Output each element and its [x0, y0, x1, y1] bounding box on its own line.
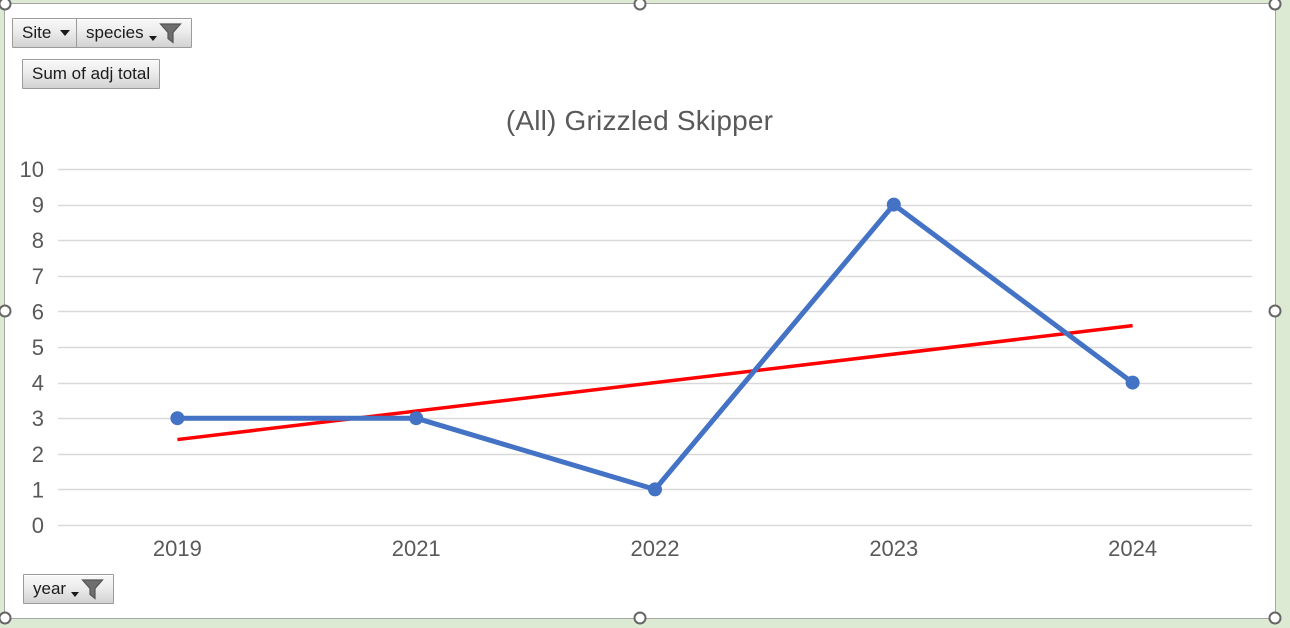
pivot-chart[interactable] [4, 3, 1276, 619]
resize-handle-top-center[interactable] [633, 0, 647, 11]
filter-funnel-icon [158, 22, 182, 44]
resize-handle-bottom-left[interactable] [0, 611, 12, 625]
field-button-species[interactable]: species [76, 18, 192, 48]
field-button-sum-of-adj-total[interactable]: Sum of adj total [22, 59, 161, 89]
field-button-value-label: Sum of adj total [32, 64, 151, 83]
resize-handle-top-right[interactable] [1268, 0, 1282, 11]
field-button-site-label: Site [22, 23, 52, 42]
filter-funnel-icon [81, 578, 104, 600]
resize-handle-top-left[interactable] [0, 0, 12, 11]
resize-handle-bottom-center[interactable] [633, 611, 647, 625]
dropdown-arrow-icon [148, 36, 157, 41]
dropdown-arrow-icon [71, 592, 80, 597]
resize-handle-bottom-right[interactable] [1268, 611, 1282, 625]
chart-title[interactable]: (All) Grizzled Skipper [505, 105, 774, 136]
field-button-site[interactable]: Site [12, 18, 81, 48]
field-button-species-label: species [86, 23, 144, 42]
resize-handle-middle-right[interactable] [1268, 304, 1282, 318]
field-button-year-label: year [33, 579, 67, 598]
dropdown-arrow-icon [60, 30, 71, 36]
field-button-year[interactable]: year [23, 574, 115, 604]
resize-handle-middle-left[interactable] [0, 304, 12, 318]
